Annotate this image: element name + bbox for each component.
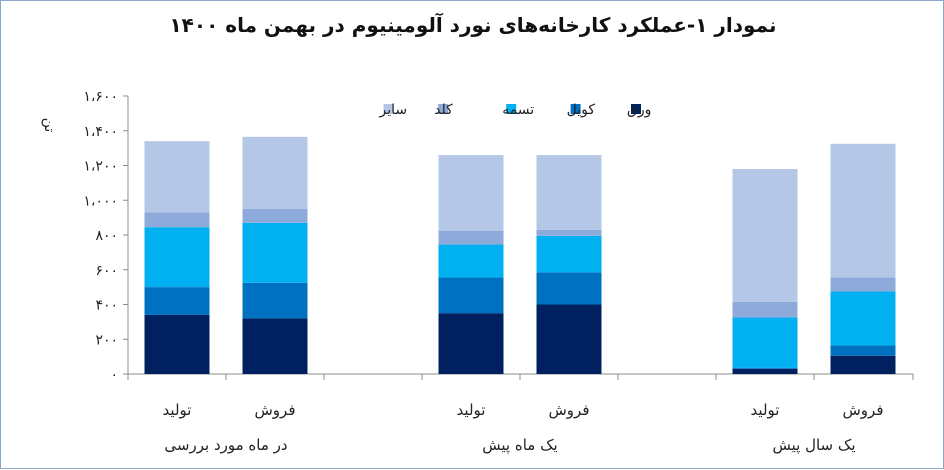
x-category-label: تولید <box>457 401 486 419</box>
bars <box>144 136 896 374</box>
y-tick-label: ۱،۲۰۰ <box>83 159 118 175</box>
x-category-label: تولید <box>163 401 192 419</box>
bar-segment <box>242 136 308 209</box>
bar-segment <box>830 143 896 278</box>
y-tick-label: ۸۰۰ <box>95 228 118 244</box>
bar-segment <box>732 168 798 302</box>
x-labels: تولید فروش تولید فروش تولید فروش در ماه مورد ب… <box>163 401 884 455</box>
x-category-label: فروش <box>842 401 883 419</box>
y-tick-label: ۶۰۰ <box>95 263 118 279</box>
bar-segment <box>830 355 896 374</box>
bar-segment <box>732 367 798 369</box>
bar-segment <box>536 304 602 374</box>
y-tick-label: ۲۰۰ <box>95 332 118 348</box>
y-axis: ۰ ۲۰۰ ۴۰۰ ۶۰۰ ۸۰۰ ۱،۰۰۰ ۱،۲۰۰ ۱،۴۰۰ ۱،۶۰۰ تن <box>41 89 129 383</box>
bar-segment <box>242 282 308 319</box>
bar-segment <box>144 314 210 374</box>
bar-segment <box>242 318 308 374</box>
bar-segment <box>536 229 602 236</box>
legend-swatch <box>506 104 517 114</box>
bar-segment <box>242 222 308 283</box>
bar-segment <box>438 230 504 245</box>
bar-segment <box>242 208 308 223</box>
legend-label: ورق <box>627 102 651 118</box>
bar-segment <box>536 235 602 273</box>
bar-segment <box>830 291 896 346</box>
bar-segment <box>536 155 602 230</box>
legend-swatch <box>438 104 449 114</box>
legend-swatch <box>570 104 581 114</box>
y-tick-label: ۴۰۰ <box>95 298 118 314</box>
bar-segment <box>144 287 210 315</box>
legend-swatch <box>631 104 641 114</box>
bar-segment <box>830 345 896 356</box>
x-group-label: در ماه مورد بررسی <box>164 436 287 454</box>
bar-segment <box>144 227 210 288</box>
x-group-label: یک ماه پیش <box>482 436 557 455</box>
x-category-label: فروش <box>548 401 589 419</box>
bar-segment <box>438 277 504 314</box>
bar-segment <box>144 212 210 228</box>
y-tick-label: ۱،۰۰۰ <box>83 193 118 209</box>
y-axis-label: تن <box>41 118 57 133</box>
chart-title: نمودار ۱-عملکرد کارخانه‌های نورد آلومینی… <box>169 13 777 37</box>
x-axis <box>127 373 914 380</box>
legend-label: تسمه <box>502 102 534 118</box>
bar-segment <box>830 277 896 292</box>
legend-label: سایر <box>379 102 408 118</box>
y-tick-label: ۰ <box>110 367 118 383</box>
bar-segment <box>732 301 798 318</box>
x-group-label: یک سال پیش <box>773 436 856 455</box>
bar-segment <box>732 317 798 368</box>
bar-segment <box>438 155 504 231</box>
y-tick-label: ۱،۴۰۰ <box>83 124 118 140</box>
legend-label: کویل <box>567 102 596 118</box>
bar-segment <box>732 368 798 374</box>
y-tick-label: ۱،۶۰۰ <box>83 89 118 105</box>
bar-segment <box>438 244 504 278</box>
legend-label: کلد <box>434 102 453 118</box>
legend: ورق کویل تسمه کلد سایر <box>379 102 652 118</box>
bar-segment <box>438 313 504 374</box>
legend-swatch <box>383 104 394 114</box>
bar-segment <box>144 141 210 213</box>
x-category-label: فروش <box>254 401 295 419</box>
x-category-label: تولید <box>751 401 780 419</box>
bar-segment <box>536 272 602 305</box>
